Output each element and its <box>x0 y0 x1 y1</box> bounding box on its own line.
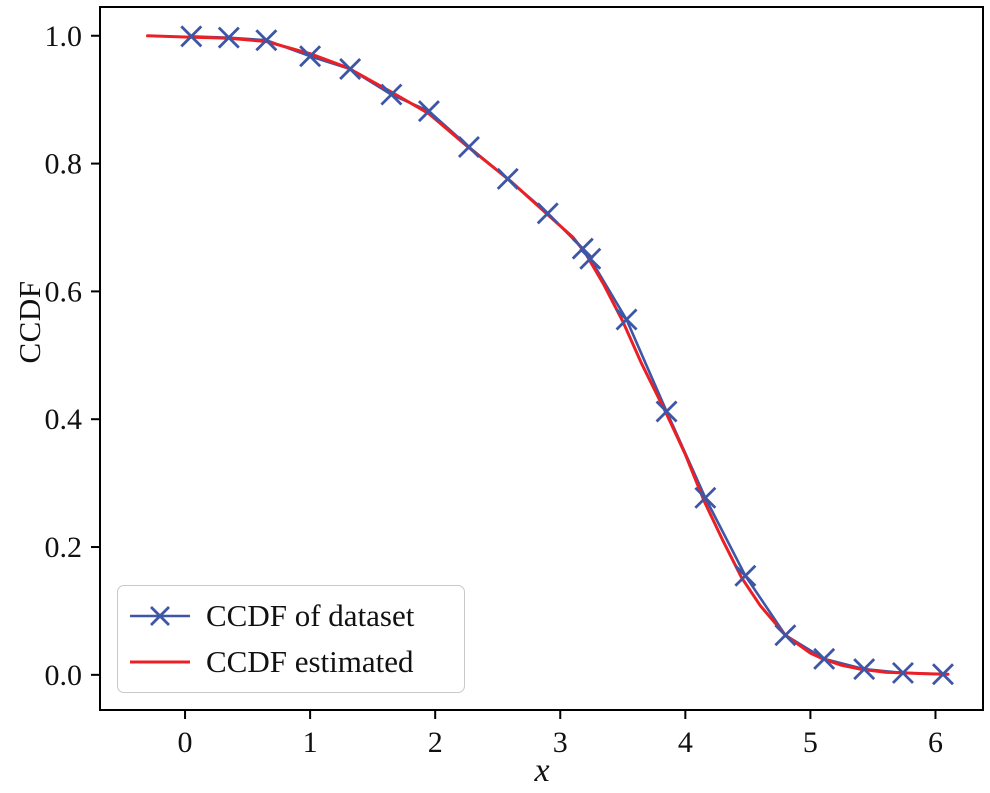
legend-label-dataset: CCDF of dataset <box>206 598 415 633</box>
data-point-x-marker <box>774 624 797 647</box>
y-tick-label: 1.0 <box>45 20 83 53</box>
y-tick-label: 0.4 <box>45 403 83 436</box>
data-point-x-marker <box>813 647 836 670</box>
x-tick-label: 6 <box>928 726 943 759</box>
x-marker-icon <box>150 606 170 626</box>
legend: CCDF of dataset CCDF estimated <box>117 585 465 693</box>
data-point-x-marker <box>339 58 362 80</box>
data-point-x-marker <box>694 486 717 509</box>
legend-sample-dataset-line <box>130 606 190 626</box>
data-point-x-marker <box>457 135 480 158</box>
legend-item-estimated: CCDF estimated <box>128 640 456 684</box>
data-point-x-marker <box>571 237 594 260</box>
data-point-x-marker <box>180 25 203 48</box>
data-point-x-marker <box>891 661 914 684</box>
x-tick-label: 0 <box>178 726 193 759</box>
plot-frame <box>99 6 984 711</box>
x-tick-label: 4 <box>678 726 693 759</box>
legend-item-dataset: CCDF of dataset <box>128 594 456 638</box>
y-axis-label: CCDF <box>12 280 47 364</box>
data-point-x-marker <box>299 45 322 68</box>
y-tick-label: 0.0 <box>45 659 83 692</box>
data-point-x-marker <box>931 663 954 686</box>
x-tick-label: 2 <box>428 726 443 759</box>
series-line-1 <box>146 34 950 676</box>
data-point-x-marker <box>655 400 678 423</box>
series-line-0 <box>190 35 945 676</box>
y-tick-label: 0.6 <box>45 275 83 308</box>
legend-label-estimated: CCDF estimated <box>206 644 414 679</box>
data-point-x-marker <box>217 26 240 49</box>
legend-sample-estimated-line <box>130 660 190 664</box>
y-tick-label: 0.2 <box>45 531 83 564</box>
data-point-x-marker <box>734 564 757 587</box>
data-point-x-marker <box>417 100 440 123</box>
data-point-x-marker <box>615 308 638 331</box>
x-tick-label: 5 <box>803 726 818 759</box>
x-tick-label: 1 <box>303 726 318 759</box>
x-axis-label: x <box>534 752 550 789</box>
data-point-x-marker <box>853 658 876 681</box>
data-point-x-marker <box>536 202 559 225</box>
data-point-x-marker <box>255 29 278 52</box>
data-point-x-marker <box>380 83 403 106</box>
x-tick-label: 3 <box>553 726 568 759</box>
data-point-x-marker <box>579 247 602 270</box>
data-point-x-marker <box>496 167 519 190</box>
y-tick-label: 0.8 <box>45 148 83 181</box>
